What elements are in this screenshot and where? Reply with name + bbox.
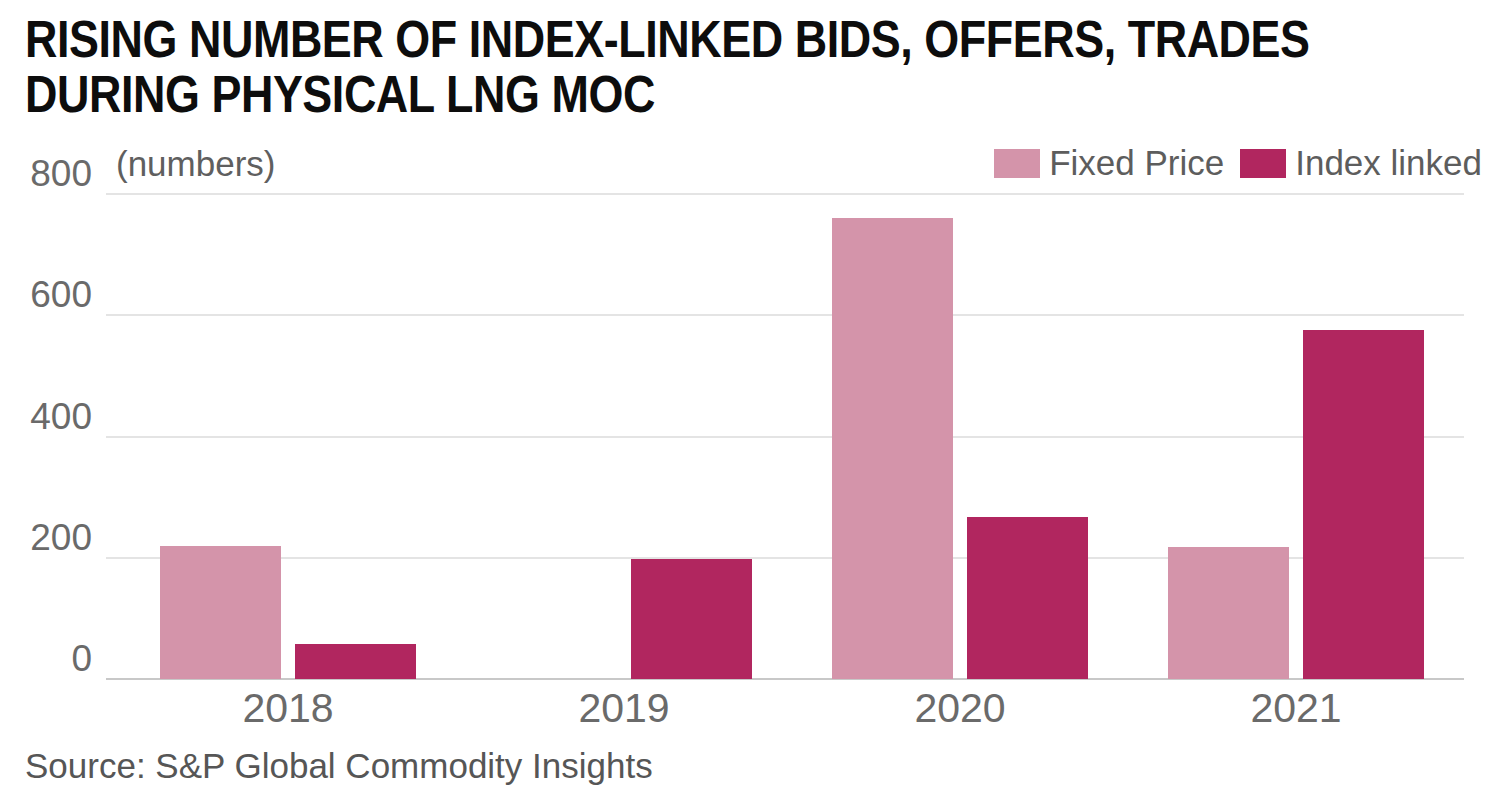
x-axis-tick-2019: 2019	[504, 685, 744, 732]
legend-label-index-linked: Index linked	[1295, 143, 1482, 183]
x-axis-tick-2020: 2020	[840, 685, 1080, 732]
gridline-400	[106, 436, 1464, 438]
index-linked-swatch-icon	[1240, 149, 1286, 178]
bar-2019-index-linked	[631, 559, 752, 679]
y-axis-tick-0: 0	[0, 638, 92, 680]
bar-2021-fixed-price	[1168, 547, 1289, 679]
y-axis-tick-400: 400	[0, 396, 92, 438]
chart-legend: Fixed Price Index linked	[994, 143, 1482, 183]
bar-2020-fixed-price	[832, 218, 953, 679]
x-axis-tick-2018: 2018	[168, 685, 408, 732]
gridline-600	[106, 314, 1464, 316]
y-axis-unit-label: (numbers)	[116, 144, 275, 184]
bar-2018-fixed-price	[160, 546, 281, 679]
fixed-price-swatch-icon	[994, 149, 1040, 178]
y-axis-tick-600: 600	[0, 274, 92, 316]
chart-title-line-1: RISING NUMBER OF INDEX-LINKED BIDS, OFFE…	[25, 12, 1310, 67]
legend-item-fixed-price: Fixed Price	[994, 143, 1224, 183]
chart-title-line-2: DURING PHYSICAL LNG MOC	[25, 67, 1310, 122]
x-axis-tick-2021: 2021	[1176, 685, 1416, 732]
chart-title: RISING NUMBER OF INDEX-LINKED BIDS, OFFE…	[25, 12, 1310, 122]
legend-item-index-linked: Index linked	[1240, 143, 1482, 183]
bar-2021-index-linked	[1303, 330, 1424, 679]
chart-figure: RISING NUMBER OF INDEX-LINKED BIDS, OFFE…	[0, 0, 1496, 800]
bar-2018-index-linked	[295, 644, 416, 679]
source-attribution: Source: S&P Global Commodity Insights	[25, 746, 653, 786]
y-axis-tick-200: 200	[0, 517, 92, 559]
legend-label-fixed-price: Fixed Price	[1049, 143, 1224, 183]
gridline-800	[106, 193, 1464, 195]
bar-2020-index-linked	[967, 517, 1088, 679]
y-axis-tick-800: 800	[0, 153, 92, 195]
